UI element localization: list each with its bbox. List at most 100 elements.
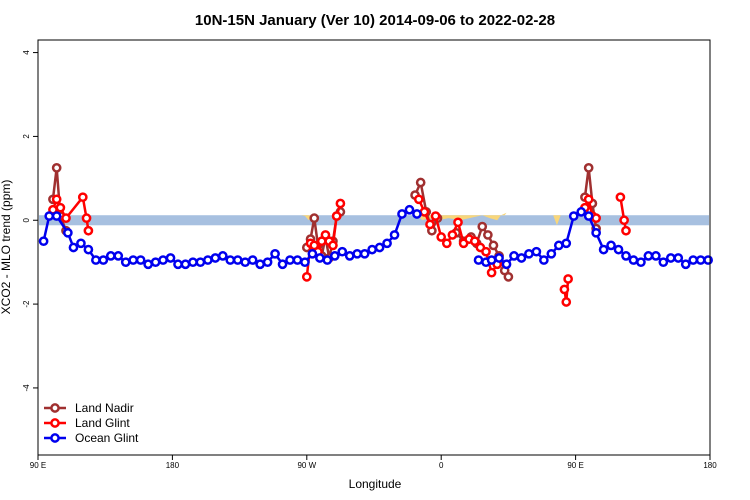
data-point xyxy=(210,253,221,263)
data-point xyxy=(344,251,355,261)
data-point xyxy=(51,194,62,205)
data-point xyxy=(158,255,168,265)
data-point xyxy=(165,253,176,263)
data-point xyxy=(91,255,101,265)
data-point xyxy=(695,255,706,265)
data-point xyxy=(217,251,228,261)
plot-area xyxy=(37,39,713,456)
data-point xyxy=(55,202,66,213)
data-point xyxy=(615,192,626,203)
data-point xyxy=(76,238,86,249)
data-point xyxy=(469,236,480,247)
data-point xyxy=(38,236,49,247)
y-tick-label: 2 xyxy=(22,134,31,139)
data-point xyxy=(621,225,631,236)
data-point xyxy=(503,271,514,282)
data-point xyxy=(483,230,493,240)
data-point xyxy=(83,244,94,255)
x-axis-label: Longitude xyxy=(349,477,402,491)
data-point xyxy=(568,211,579,221)
data-point xyxy=(673,253,684,263)
data-point xyxy=(150,257,161,268)
data-point xyxy=(195,257,206,268)
y-axis: 4 2 0 -2 -4 xyxy=(22,50,38,391)
data-point xyxy=(203,255,213,265)
data-point xyxy=(453,217,463,228)
data-point xyxy=(619,215,629,226)
data-point xyxy=(419,207,430,217)
data-point xyxy=(412,209,422,219)
series-layer xyxy=(38,163,713,307)
data-point xyxy=(501,259,512,270)
data-point xyxy=(68,242,79,253)
data-point xyxy=(300,257,310,268)
data-point xyxy=(561,297,572,307)
data-point xyxy=(621,251,631,261)
data-point xyxy=(591,227,601,238)
data-point xyxy=(232,255,243,265)
data-point xyxy=(292,255,303,265)
data-point xyxy=(486,267,497,278)
data-point xyxy=(591,213,601,224)
data-point xyxy=(77,192,88,203)
zero-band xyxy=(39,215,709,226)
data-point xyxy=(315,253,325,263)
data-point xyxy=(105,251,116,261)
data-point xyxy=(658,257,669,268)
data-point xyxy=(486,255,497,265)
data-point xyxy=(651,251,661,261)
data-point xyxy=(404,204,415,215)
data-point xyxy=(559,284,570,295)
data-point xyxy=(598,244,609,255)
data-point xyxy=(583,163,594,173)
data-point xyxy=(397,209,407,219)
data-point xyxy=(301,271,312,282)
data-point xyxy=(63,227,73,238)
x-axis: 90 E 180 90 W 0 90 E 180 xyxy=(30,455,717,470)
data-point xyxy=(51,163,62,173)
x-tick-label: 180 xyxy=(703,461,717,470)
land-mask-region xyxy=(553,215,561,226)
data-point xyxy=(180,259,191,270)
data-point xyxy=(447,230,458,240)
legend-item-land-glint: Land Glint xyxy=(44,416,130,430)
data-point xyxy=(113,251,124,261)
data-point xyxy=(553,240,564,251)
data-point xyxy=(352,248,363,259)
data-point xyxy=(613,244,624,255)
data-point xyxy=(374,242,385,253)
data-point xyxy=(173,259,183,270)
data-point xyxy=(488,240,499,251)
data-point xyxy=(328,240,338,251)
data-point xyxy=(441,238,452,249)
data-point xyxy=(255,259,265,270)
data-point xyxy=(413,194,424,205)
data-point xyxy=(135,255,146,265)
legend-label: Land Glint xyxy=(75,416,130,430)
data-point xyxy=(51,211,62,221)
data-point xyxy=(688,255,699,265)
data-point xyxy=(583,211,594,221)
data-point xyxy=(576,207,587,217)
data-point xyxy=(680,259,691,270)
data-point xyxy=(473,255,484,265)
data-point xyxy=(128,255,139,265)
data-point xyxy=(524,248,534,259)
data-point xyxy=(563,274,573,284)
x-tick-label: 90 E xyxy=(567,461,583,470)
data-point xyxy=(61,213,71,224)
legend-item-land-nadir: Land Nadir xyxy=(44,401,134,415)
legend-label: Ocean Glint xyxy=(75,431,139,445)
data-point xyxy=(322,255,333,265)
plot-frame xyxy=(37,39,711,456)
data-point xyxy=(477,221,488,232)
data-point xyxy=(240,257,251,268)
data-point xyxy=(81,213,92,224)
data-point xyxy=(561,238,572,249)
data-point xyxy=(44,211,55,221)
chart-title: 10N-15N January (Ver 10) 2014-09-06 to 2… xyxy=(195,12,555,29)
data-point xyxy=(509,251,519,261)
legend-swatch-marker xyxy=(50,418,60,428)
